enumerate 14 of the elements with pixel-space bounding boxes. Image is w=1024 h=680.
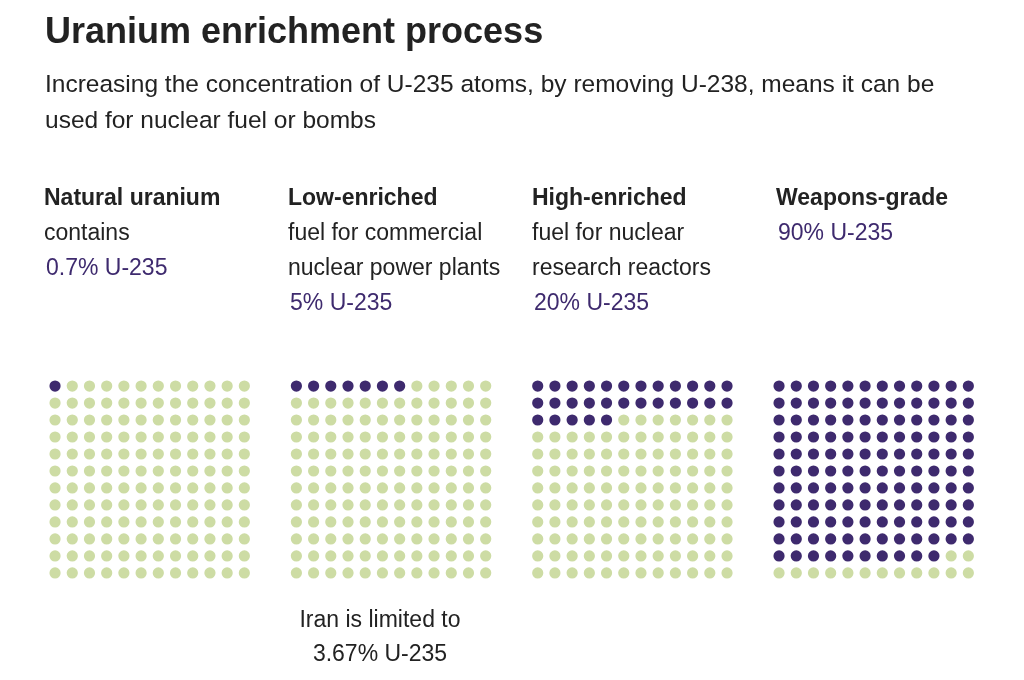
text: Iran is limited to 3.67% U-235 — [299, 606, 461, 666]
text: Uranium enrichment process — [45, 10, 544, 52]
text: Increasing the concentration of U-235 atoms, by removing U-238, means it can be used for nuclear fuel or bombs — [45, 69, 936, 135]
text: contains — [44, 219, 130, 245]
category-label: Weapons-grade — [776, 183, 950, 212]
text: fuel for commercial nuclear power plants — [288, 219, 501, 280]
data-label: 90% U-235 — [777, 218, 895, 247]
data-label: 20% U-235 — [533, 288, 651, 317]
category-label: High-enriched — [532, 183, 688, 212]
data-label: 5% U-235 — [289, 288, 394, 317]
data-label: 0.7% U-235 — [45, 253, 169, 282]
category-label: Natural uranium — [44, 183, 222, 212]
category-label: Low-enriched — [288, 183, 439, 212]
text: fuel for nuclear research reactors — [532, 219, 711, 280]
